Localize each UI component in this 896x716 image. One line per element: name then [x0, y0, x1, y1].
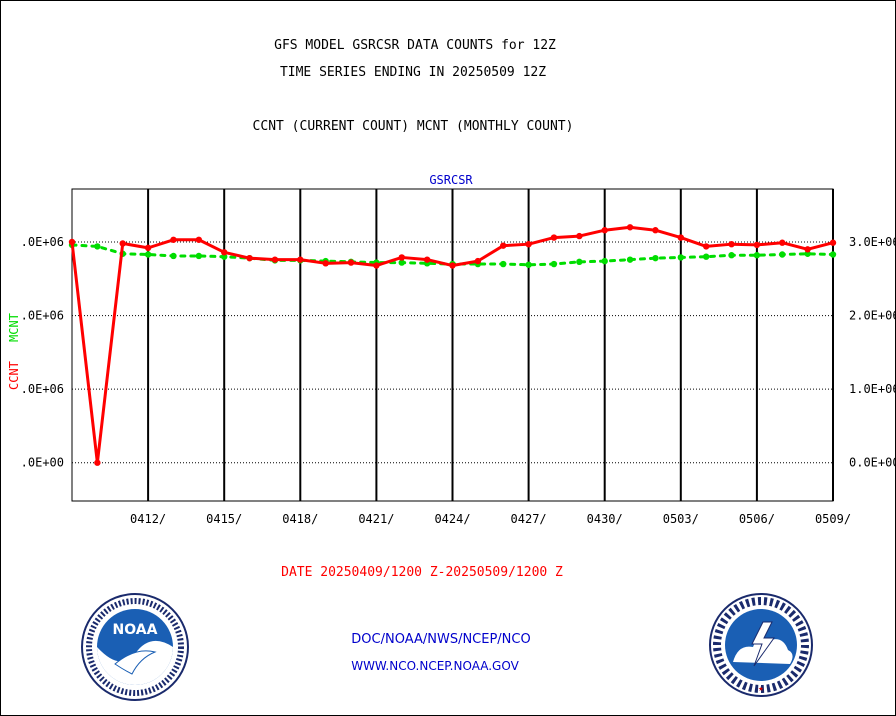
- data-point-ccnt: [195, 236, 203, 243]
- axis-layer: .0E+06 3.0E+06 .0E+06 2.0E+06 .0E+06 1.0E+06.…: [21, 188, 896, 526]
- data-point-ccnt: [423, 256, 431, 263]
- grid-layer: [72, 189, 834, 501]
- x-tick-label: 0418/: [282, 512, 318, 526]
- data-point-mcnt: [626, 256, 634, 263]
- data-point-ccnt: [449, 262, 456, 269]
- data-point-ccnt: [322, 260, 329, 267]
- chart-title-line2: TIME SERIES ENDING IN 20250509 12Z: [279, 65, 547, 80]
- data-point-ccnt: [550, 234, 558, 241]
- data-point-mcnt: [576, 258, 583, 266]
- x-tick-label: 0412/: [130, 512, 166, 526]
- y-label-ccnt: CCNT: [7, 361, 21, 390]
- data-point-ccnt: [297, 256, 304, 263]
- data-point-ccnt: [525, 240, 532, 248]
- y-tick-label-right: 1.0E+06: [849, 382, 896, 396]
- data-point-mcnt: [550, 260, 558, 268]
- x-tick-label: 0424/: [434, 512, 470, 526]
- data-point-ccnt: [576, 232, 583, 240]
- data-point-ccnt: [626, 224, 634, 231]
- x-tick-label: 0415/: [206, 512, 242, 526]
- data-point-mcnt: [398, 259, 405, 266]
- data-point-mcnt: [779, 251, 786, 258]
- footer-link-doc[interactable]: DOC/NOAA/NWS/NCEP/NCO: [351, 632, 531, 647]
- y-tick-label-left: .0E+06: [21, 309, 64, 323]
- data-point-mcnt: [702, 253, 710, 260]
- data-point-mcnt: [94, 243, 101, 250]
- data-point-ccnt: [500, 242, 507, 249]
- data-point-ccnt: [753, 241, 761, 249]
- data-point-ccnt: [221, 249, 228, 256]
- data-point-ccnt: [804, 246, 811, 253]
- data-point-mcnt: [195, 252, 203, 260]
- data-point-ccnt: [601, 227, 608, 234]
- data-point-ccnt: [373, 262, 380, 269]
- data-point-mcnt: [525, 261, 532, 268]
- nws-star-icon: ★: [758, 684, 764, 694]
- x-tick-label: 0421/: [358, 512, 394, 526]
- data-point-ccnt: [398, 254, 405, 261]
- y-tick-label-right: 3.0E+06: [849, 235, 896, 249]
- y-tick-label-right: 2.0E+06: [849, 309, 896, 323]
- data-point-ccnt: [728, 240, 735, 248]
- data-point-mcnt: [500, 260, 507, 268]
- data-point-mcnt: [144, 251, 152, 258]
- data-point-mcnt: [804, 250, 811, 257]
- plot-area-border: [71, 188, 834, 502]
- data-point-ccnt: [271, 256, 279, 263]
- data-point-mcnt: [221, 253, 228, 260]
- x-tick-label: 0503/: [663, 512, 699, 526]
- data-point-ccnt: [677, 234, 684, 241]
- plot-title: GSRCSR: [429, 173, 473, 187]
- data-point-mcnt: [601, 257, 608, 265]
- data-point-ccnt: [94, 459, 101, 466]
- y-tick-label-left: .0E+06: [21, 382, 64, 396]
- data-point-ccnt: [144, 244, 152, 252]
- footer-link-web[interactable]: WWW.NCO.NCEP.NOAA.GOV: [351, 659, 519, 673]
- x-tick-label: 0506/: [739, 512, 775, 526]
- data-point-ccnt: [246, 254, 253, 262]
- data-point-mcnt: [753, 252, 761, 259]
- data-point-mcnt: [652, 254, 659, 262]
- noaa-logo-icon[interactable]: NOAA: [80, 592, 190, 702]
- y-tick-label-left: .0E+00: [21, 456, 64, 470]
- nws-logo-icon[interactable]: ★: [708, 592, 814, 698]
- noaa-logo-text: NOAA: [113, 622, 158, 638]
- data-point-ccnt: [68, 238, 76, 246]
- chart-subtitle: CCNT (CURRENT COUNT) MCNT (MONTHLY COUNT…: [252, 119, 574, 134]
- y-tick-label-left: .0E+06: [21, 235, 64, 249]
- x-tick-label: 0430/: [587, 512, 623, 526]
- data-point-ccnt: [347, 259, 355, 266]
- data-point-mcnt: [677, 254, 684, 261]
- data-point-ccnt: [170, 236, 177, 243]
- data-point-ccnt: [474, 257, 482, 265]
- data-point-ccnt: [829, 239, 837, 246]
- x-tick-label: 0427/: [511, 512, 547, 526]
- data-point-ccnt: [119, 240, 126, 247]
- x-tick-label: 0509/: [815, 512, 851, 526]
- y-tick-label-right: 0.0E+00: [849, 456, 896, 470]
- series-layer: [68, 224, 837, 466]
- data-point-mcnt: [170, 252, 177, 260]
- data-point-ccnt: [702, 243, 710, 250]
- data-point-mcnt: [728, 252, 735, 259]
- date-range-label: DATE 20250409/1200 Z-20250509/1200 Z: [281, 565, 563, 580]
- data-point-mcnt: [829, 251, 837, 258]
- chart-title-line1: GFS MODEL GSRCSR DATA COUNTS for 12Z: [274, 38, 556, 53]
- data-point-ccnt: [652, 227, 659, 234]
- y-label-mcnt: MCNT: [7, 313, 21, 342]
- data-point-ccnt: [779, 239, 786, 246]
